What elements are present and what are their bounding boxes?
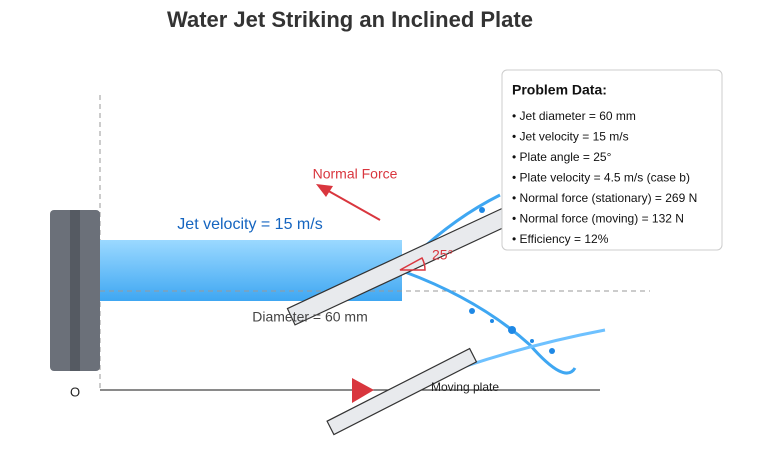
droplets (469, 207, 555, 354)
nozzle-stripe (70, 210, 80, 371)
title: Water Jet Striking an Inclined Plate (167, 7, 533, 32)
normal-force-label: Normal Force (313, 166, 398, 182)
problem-data-item: • Normal force (stationary) = 269 N (512, 191, 697, 205)
problem-data-item: • Plate velocity = 4.5 m/s (case b) (512, 171, 690, 185)
moving-plate-label: Moving plate (431, 380, 499, 394)
problem-data-item: • Normal force (moving) = 132 N (512, 212, 684, 226)
jet-velocity-label: Jet velocity = 15 m/s (177, 216, 322, 233)
problem-data-item: • Jet diameter = 60 mm (512, 109, 636, 123)
problem-data-item: • Plate angle = 25° (512, 150, 612, 164)
lower-stream (404, 270, 577, 375)
angle-label: 25° (432, 247, 453, 263)
problem-data-list: • Jet diameter = 60 mm • Jet velocity = 1… (512, 109, 697, 246)
moving-plate (326, 347, 478, 436)
problem-data-item: • Efficiency = 12% (512, 232, 609, 246)
problem-data-item: • Jet velocity = 15 m/s (512, 130, 629, 144)
diameter-label: Diameter = 60 mm (252, 309, 368, 325)
normal-force-arrow (324, 188, 381, 221)
normal-force-arrowhead (316, 184, 333, 197)
motion-marker (352, 378, 374, 403)
problem-data-title: Problem Data: (512, 82, 607, 98)
angle-arc (399, 256, 426, 271)
origin-label: O (70, 384, 80, 399)
problem-data-box (501, 69, 723, 251)
